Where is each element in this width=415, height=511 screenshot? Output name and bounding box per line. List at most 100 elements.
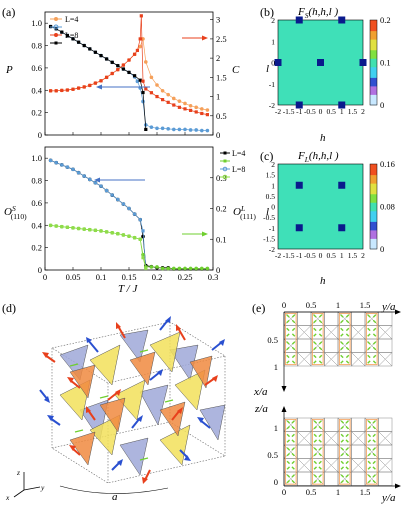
green-spin-arrow [372, 425, 376, 430]
data-point [133, 212, 137, 216]
panel-e-bottom-z-arrowhead [281, 406, 287, 412]
green-spin-arrow [286, 439, 291, 443]
green-spin-arrow [372, 447, 376, 451]
green-spin-arrow [318, 327, 323, 332]
lattice-diagonal [283, 471, 298, 486]
data-point [77, 171, 81, 175]
y-tick-label: 1.5 [216, 72, 227, 82]
heatmap-y-tick: -1 [269, 224, 275, 233]
colorbar-segment [370, 172, 377, 176]
green-spin-arrow [340, 447, 345, 451]
colorbar-segment [370, 24, 377, 27]
green-spin-arrow [367, 460, 372, 465]
data-point [166, 127, 170, 131]
lattice-cell [337, 431, 352, 446]
heatmap-peak [295, 16, 303, 24]
green-spin-arrow [318, 466, 322, 470]
data-point [166, 92, 170, 97]
data-point [65, 33, 69, 38]
colorbar-segment [370, 54, 377, 57]
green-spin-arrow [367, 346, 371, 351]
lattice-diagonal [337, 471, 352, 486]
panel-b-ylabel: l [266, 63, 269, 75]
colorbar-segment [370, 58, 377, 61]
colorbar-segment [370, 185, 377, 188]
data-point [127, 206, 131, 211]
green-spin-arrow [345, 425, 349, 430]
colorbar-segment [370, 62, 377, 66]
green-spin-arrow [318, 341, 323, 345]
green-spin-arrow [340, 346, 344, 351]
data-point [116, 64, 120, 68]
colorbar-segment [370, 26, 377, 29]
green-spin-arrow [286, 420, 291, 424]
data-point [135, 48, 139, 53]
lattice-cell [378, 311, 393, 326]
green-spin-arrow [313, 479, 318, 484]
colorbar-segment [370, 30, 377, 34]
panel-e-top-x-tick: 1.5 [360, 300, 371, 310]
lattice-diagonal [310, 311, 325, 326]
green-spin-arrow [291, 466, 295, 470]
orange-chain [365, 312, 378, 366]
colorbar-segment [370, 244, 377, 248]
data-point [49, 158, 53, 163]
series-line-1 [50, 26, 147, 130]
colorbar-segment [370, 208, 377, 212]
colorbar-segment [370, 49, 377, 53]
lattice-diagonal [337, 311, 352, 326]
colorbar-segment [370, 73, 377, 76]
y-tick-label: 1.0 [31, 18, 42, 28]
panel-e-top-x-tick: 0.5 [306, 300, 317, 310]
orange-chain [365, 418, 378, 485]
green-spin-arrow [286, 354, 290, 359]
green-spin-arrow [372, 333, 377, 337]
data-point [133, 236, 137, 240]
green-spin-arrow [313, 447, 318, 451]
colorbar-segment [370, 92, 377, 95]
colorbar-segment [370, 81, 377, 85]
green-spin-arrow [367, 354, 371, 359]
lattice-cell [351, 338, 366, 353]
lattice-cell [364, 325, 379, 340]
colorbar-segment [370, 223, 377, 227]
data-point [205, 108, 210, 112]
lattice-cell [283, 458, 298, 473]
lattice-cell [364, 458, 379, 473]
panel-b-label: (b) [260, 5, 274, 19]
y-tick-label: 1.0 [31, 153, 42, 163]
data-point [177, 266, 182, 271]
panel-c-ylabel: l [266, 206, 269, 218]
panel-a-bottom-right-ticks: 0 0.1 0.2 0.3 [210, 173, 227, 275]
lattice-diagonal [310, 471, 325, 486]
data-point [160, 126, 165, 131]
data-point [116, 68, 120, 72]
green-spin-arrow [318, 333, 323, 337]
lattice-diagonal [351, 458, 366, 473]
green-spin-arrow [367, 360, 371, 364]
green-spin-arrow [340, 479, 345, 484]
orange-chain [338, 312, 351, 366]
panel-a-bottom-left-ticks: 0 0.2 0.4 0.6 0.8 1.0 [31, 153, 48, 275]
colorbar-segment [370, 56, 377, 59]
panel-e-top-x-tick: 0 [282, 300, 286, 310]
orange-chain [311, 418, 324, 485]
data-point [93, 50, 97, 54]
green-spin-arrow [340, 466, 345, 470]
colorbar-segment [370, 96, 377, 100]
panel-e-top-y-tick: 0.5 [267, 335, 278, 345]
data-point [141, 99, 145, 104]
lattice-diagonal [364, 311, 379, 326]
green-spin-arrow [340, 360, 344, 364]
lattice-diagonal [283, 338, 298, 353]
y-tick-label: 0 [38, 130, 42, 140]
colorbar-segment [370, 242, 377, 246]
lattice-cell [324, 311, 339, 326]
green-spin-arrow [318, 319, 323, 324]
lattice-cell [378, 471, 393, 486]
panel-a-top-legend: L=4 L=8 [50, 15, 78, 45]
heatmap-x-tick: -0.5 [304, 107, 316, 116]
axis-x: x [5, 493, 10, 502]
green-spin-arrow [318, 433, 322, 438]
colorbar-segment [370, 164, 377, 167]
